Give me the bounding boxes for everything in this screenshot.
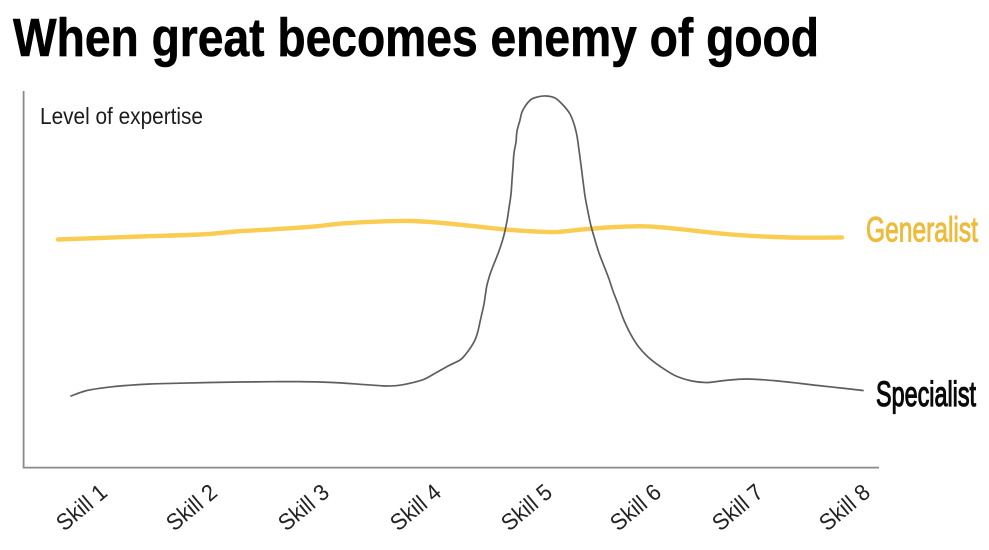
svg-text:Generalist: Generalist <box>866 211 978 250</box>
svg-text:When great becomes enemy of go: When great becomes enemy of good <box>13 8 819 68</box>
svg-text:Specialist: Specialist <box>876 374 976 414</box>
svg-text:Level of expertise: Level of expertise <box>40 103 203 129</box>
